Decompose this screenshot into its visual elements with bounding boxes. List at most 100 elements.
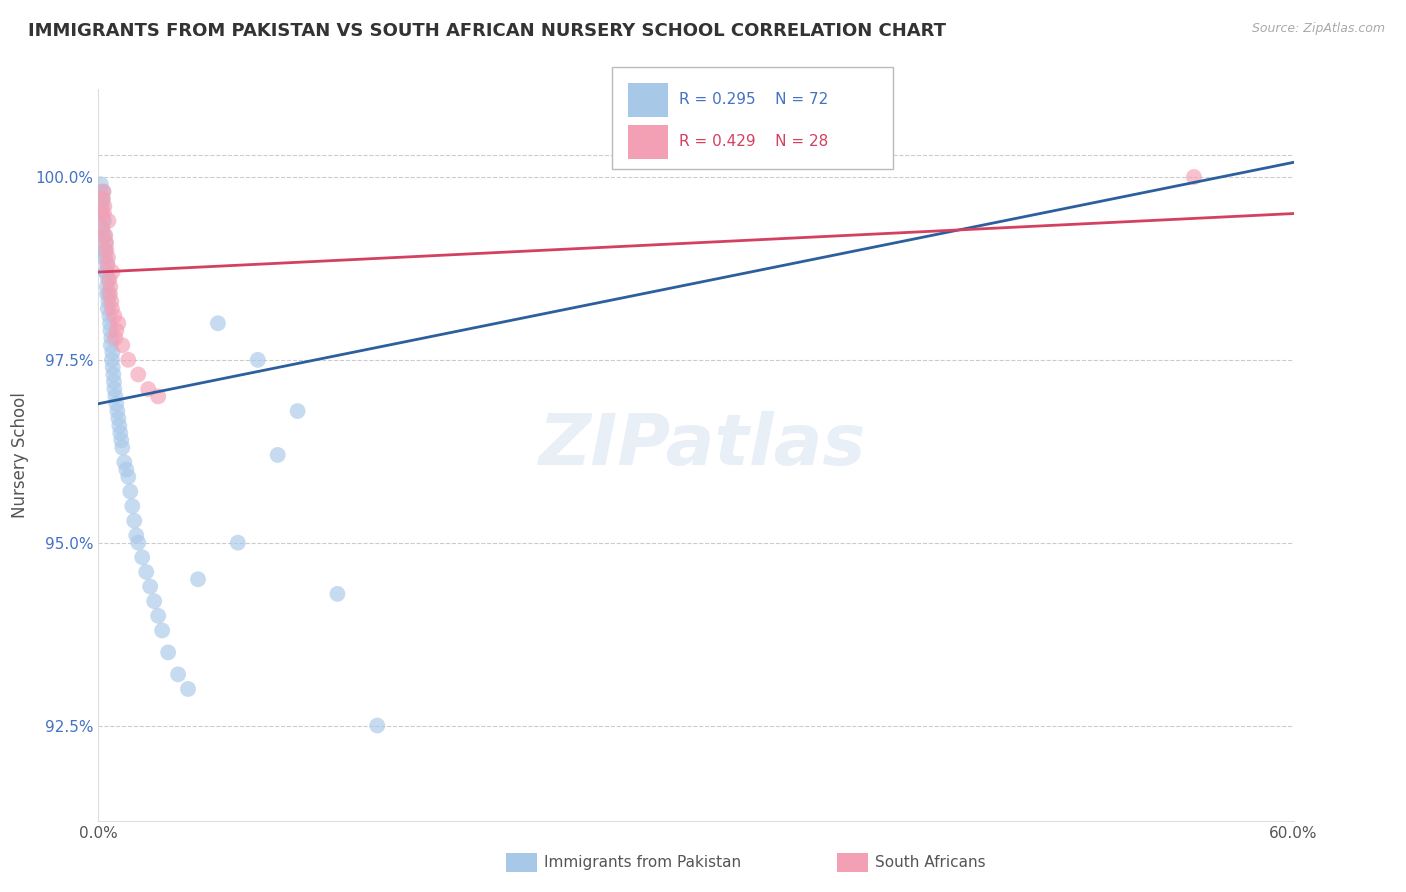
Point <box>94 235 117 250</box>
Point <box>177 681 200 696</box>
Point <box>143 594 166 608</box>
Point <box>101 352 124 367</box>
Point <box>90 199 112 213</box>
Point <box>90 206 112 220</box>
Point <box>148 608 170 623</box>
Point <box>110 434 132 448</box>
Point <box>326 587 349 601</box>
Text: R = 0.429    N = 28: R = 0.429 N = 28 <box>679 135 828 149</box>
Point <box>124 514 146 528</box>
Point <box>90 178 112 192</box>
Point <box>96 258 118 272</box>
Y-axis label: Nursery School: Nursery School <box>11 392 28 518</box>
Point <box>110 425 132 440</box>
Point <box>94 243 117 257</box>
Point <box>91 221 114 235</box>
Point <box>93 251 115 265</box>
Point <box>96 287 118 301</box>
Point <box>100 331 122 345</box>
Point <box>101 360 124 375</box>
Point <box>105 397 128 411</box>
Point <box>101 301 124 316</box>
Point <box>207 316 229 330</box>
Point <box>93 206 115 220</box>
Point <box>93 228 115 243</box>
Point <box>117 352 139 367</box>
Point <box>104 331 127 345</box>
Point <box>97 294 120 309</box>
Point <box>96 243 118 257</box>
Point <box>127 535 149 549</box>
Point <box>103 309 125 323</box>
Point <box>121 499 143 513</box>
Point <box>267 448 290 462</box>
Point <box>107 411 129 425</box>
Point <box>97 251 120 265</box>
Point <box>117 470 139 484</box>
Point <box>226 535 249 549</box>
Point <box>112 455 135 469</box>
Text: R = 0.295    N = 72: R = 0.295 N = 72 <box>679 93 828 107</box>
Point <box>96 258 118 272</box>
Point <box>246 352 269 367</box>
Point <box>157 645 180 659</box>
Point <box>104 389 127 403</box>
Point <box>97 214 120 228</box>
Point <box>91 214 114 228</box>
Point <box>93 185 115 199</box>
Point <box>91 192 114 206</box>
Point <box>91 228 114 243</box>
Point <box>90 206 112 220</box>
Point <box>98 287 121 301</box>
Point <box>148 389 170 403</box>
Point <box>93 185 115 199</box>
Text: ZIPatlas: ZIPatlas <box>540 411 866 481</box>
Point <box>100 338 122 352</box>
Point <box>111 441 134 455</box>
Point <box>111 338 134 352</box>
Point <box>150 624 173 638</box>
Point <box>90 206 112 220</box>
Point <box>101 265 124 279</box>
Point <box>125 528 148 542</box>
Point <box>107 316 129 330</box>
Text: IMMIGRANTS FROM PAKISTAN VS SOUTH AFRICAN NURSERY SCHOOL CORRELATION CHART: IMMIGRANTS FROM PAKISTAN VS SOUTH AFRICA… <box>28 22 946 40</box>
Point <box>366 718 388 732</box>
Point <box>97 301 120 316</box>
Point <box>115 462 138 476</box>
Point <box>100 294 122 309</box>
Point <box>98 272 121 286</box>
Text: Immigrants from Pakistan: Immigrants from Pakistan <box>544 855 741 870</box>
Point <box>96 265 118 279</box>
Point <box>131 550 153 565</box>
Point <box>94 235 117 250</box>
Text: South Africans: South Africans <box>875 855 986 870</box>
Point <box>120 484 142 499</box>
Point <box>105 324 128 338</box>
Point <box>97 287 120 301</box>
Point <box>187 572 209 586</box>
Point <box>101 345 124 359</box>
Point <box>97 272 120 286</box>
Point <box>1182 169 1205 184</box>
Point <box>91 192 114 206</box>
Point <box>94 251 117 265</box>
Point <box>103 368 125 382</box>
Point <box>167 667 190 681</box>
Point <box>98 279 122 293</box>
Point <box>93 214 115 228</box>
Point <box>103 375 125 389</box>
Point <box>94 265 117 279</box>
Point <box>94 228 117 243</box>
Point <box>96 279 118 293</box>
Point <box>91 221 114 235</box>
Point <box>98 309 121 323</box>
Point <box>91 199 114 213</box>
Point <box>135 565 157 579</box>
Point <box>287 404 309 418</box>
Point <box>93 199 115 213</box>
Point <box>127 368 149 382</box>
Text: Source: ZipAtlas.com: Source: ZipAtlas.com <box>1251 22 1385 36</box>
Point <box>98 316 121 330</box>
Point <box>94 243 117 257</box>
